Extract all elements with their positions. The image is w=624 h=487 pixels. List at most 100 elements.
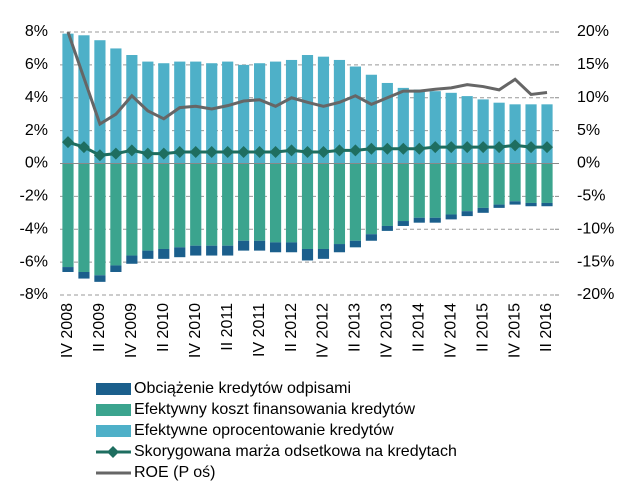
y-tick-label: -4% xyxy=(20,220,48,237)
y-tick-label: -8% xyxy=(20,286,48,303)
marker xyxy=(413,142,426,155)
bar xyxy=(317,56,330,164)
marker xyxy=(125,144,138,157)
y2-tick-label: 10% xyxy=(577,89,609,106)
bar xyxy=(381,225,393,231)
bar xyxy=(493,102,505,164)
marker xyxy=(477,141,490,154)
bar xyxy=(349,163,361,241)
marker xyxy=(173,145,186,158)
bar xyxy=(381,82,393,164)
marker xyxy=(509,139,522,152)
y-tick-label: 6% xyxy=(25,56,48,73)
bar xyxy=(461,211,473,217)
marker xyxy=(77,141,90,154)
y-tick-label: -2% xyxy=(20,188,48,205)
bar xyxy=(94,40,106,164)
bar xyxy=(525,104,537,164)
bar xyxy=(269,242,282,253)
bar xyxy=(461,163,473,212)
marker xyxy=(381,142,394,155)
bar xyxy=(493,204,505,208)
bar xyxy=(285,59,298,164)
bar xyxy=(78,271,90,279)
marker xyxy=(189,145,202,158)
bar xyxy=(381,163,393,226)
bar xyxy=(413,217,425,223)
bar xyxy=(477,99,489,164)
x-tick-label: II 2014 xyxy=(410,303,427,352)
bar xyxy=(126,55,138,164)
bar xyxy=(525,163,537,203)
y2-tick-label: 0% xyxy=(577,155,600,172)
x-tick-label: II 2010 xyxy=(155,303,172,352)
y-tick-label: 8% xyxy=(25,23,48,40)
marker xyxy=(333,144,346,157)
bar xyxy=(62,163,74,268)
bar xyxy=(238,240,250,251)
x-tick-label: IV 2014 xyxy=(442,303,459,358)
bar xyxy=(461,96,473,164)
marker xyxy=(253,145,266,158)
bar xyxy=(110,163,122,266)
marker xyxy=(285,144,298,157)
bar xyxy=(222,61,234,164)
bar xyxy=(206,63,218,164)
bar xyxy=(477,207,489,213)
bar xyxy=(269,163,282,243)
bar xyxy=(110,48,122,164)
y2-tick-label: -10% xyxy=(577,220,614,237)
bar xyxy=(254,240,266,251)
bar xyxy=(429,217,441,223)
bar xyxy=(349,66,361,164)
bar xyxy=(142,250,154,259)
marker xyxy=(493,141,506,154)
bar xyxy=(541,163,553,203)
bar xyxy=(493,163,505,205)
bar xyxy=(190,61,202,164)
x-tick-label: IV 2012 xyxy=(315,303,332,358)
marker xyxy=(269,145,282,158)
bar xyxy=(142,163,154,251)
legend-label: Efektywny koszt finansowania kredytów xyxy=(134,401,415,418)
bar xyxy=(126,255,138,264)
marker xyxy=(541,141,554,154)
marker xyxy=(61,136,74,149)
bar xyxy=(62,33,74,164)
bar xyxy=(397,87,409,164)
bar xyxy=(174,61,186,164)
line xyxy=(66,31,548,127)
y2-tick-label: 5% xyxy=(577,122,600,139)
marker xyxy=(429,141,442,154)
bar xyxy=(397,163,409,222)
bar xyxy=(365,234,377,241)
bar xyxy=(301,163,314,249)
bar xyxy=(541,202,553,207)
x-tick-label: IV 2011 xyxy=(251,303,268,357)
y2-tick-label: -15% xyxy=(577,253,614,270)
legend-swatch xyxy=(96,425,131,437)
marker xyxy=(317,145,330,158)
x-tick-label: IV 2009 xyxy=(123,303,140,358)
x-tick-label: II 2013 xyxy=(347,303,364,352)
bar xyxy=(254,63,266,164)
bar xyxy=(349,240,361,248)
bar xyxy=(269,61,282,164)
bar xyxy=(222,245,234,256)
bar xyxy=(94,163,106,276)
bar xyxy=(301,55,314,164)
bar xyxy=(190,245,202,256)
legend-marker xyxy=(107,446,119,458)
marker xyxy=(397,142,410,155)
bar xyxy=(445,92,457,164)
legend-label: ROE (P oś) xyxy=(134,464,216,481)
bar xyxy=(158,163,170,249)
bar xyxy=(78,35,90,164)
bar xyxy=(413,163,425,218)
bar xyxy=(222,163,234,246)
marker xyxy=(445,141,458,154)
bar xyxy=(301,248,314,261)
bar xyxy=(333,59,346,164)
y-tick-label: 2% xyxy=(25,122,48,139)
bar xyxy=(397,221,409,226)
